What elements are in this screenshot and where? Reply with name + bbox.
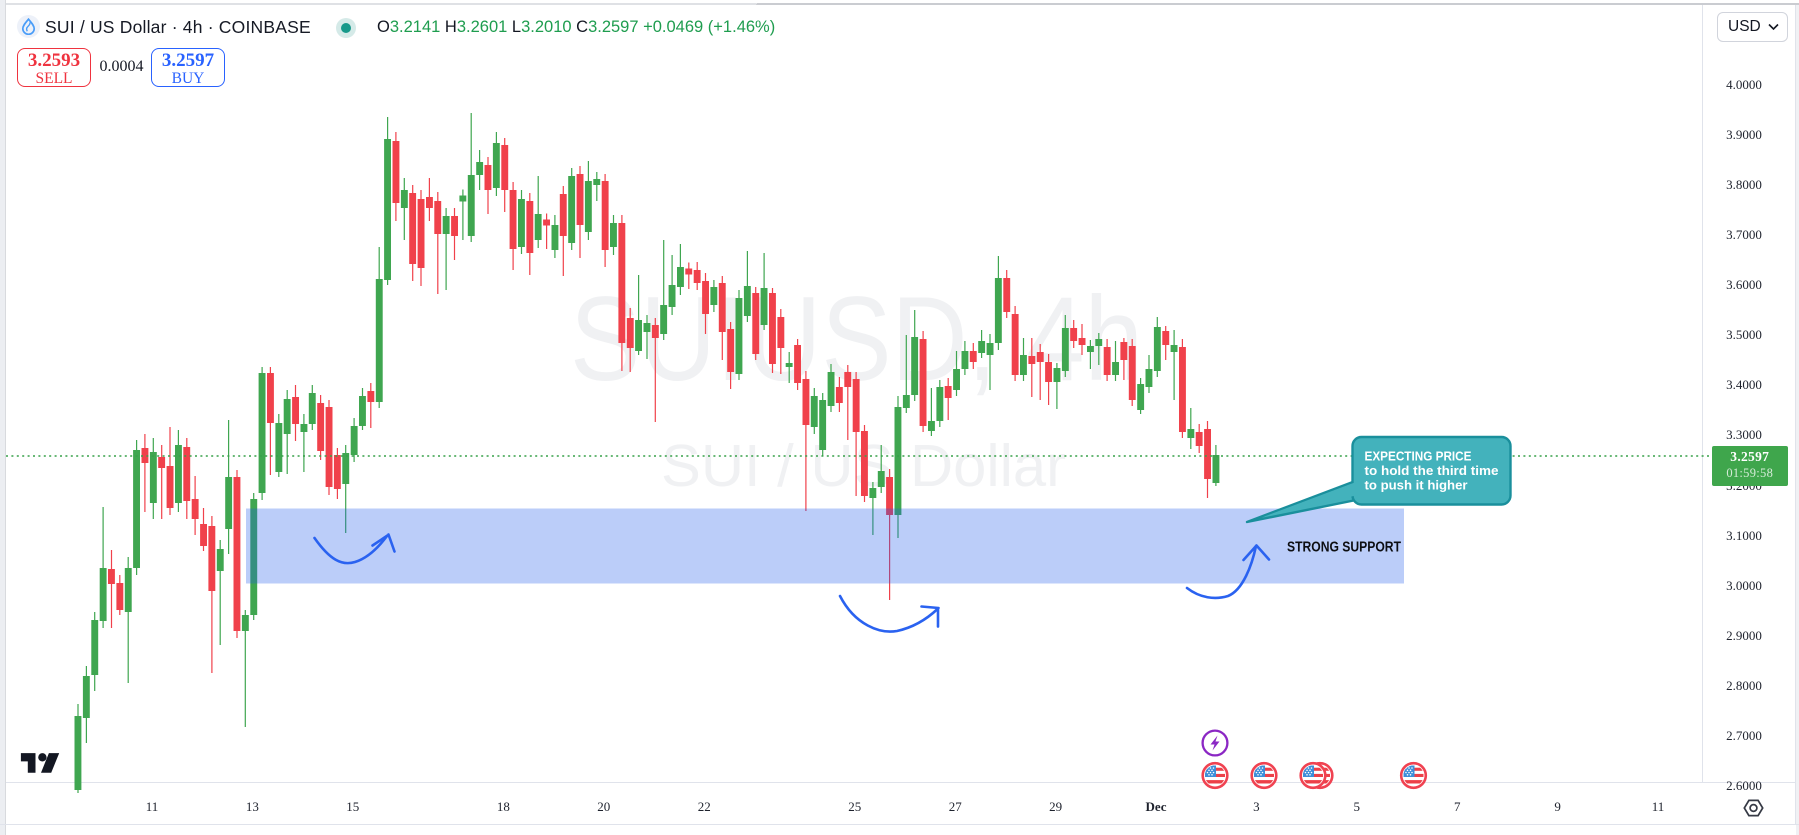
svg-text:STRONG SUPPORT: STRONG SUPPORT <box>1287 540 1401 556</box>
svg-text:to hold the third time: to hold the third time <box>1365 463 1499 478</box>
svg-text:to push it higher: to push it higher <box>1365 478 1468 493</box>
svg-text:EXPECTING PRICE: EXPECTING PRICE <box>1365 449 1472 464</box>
